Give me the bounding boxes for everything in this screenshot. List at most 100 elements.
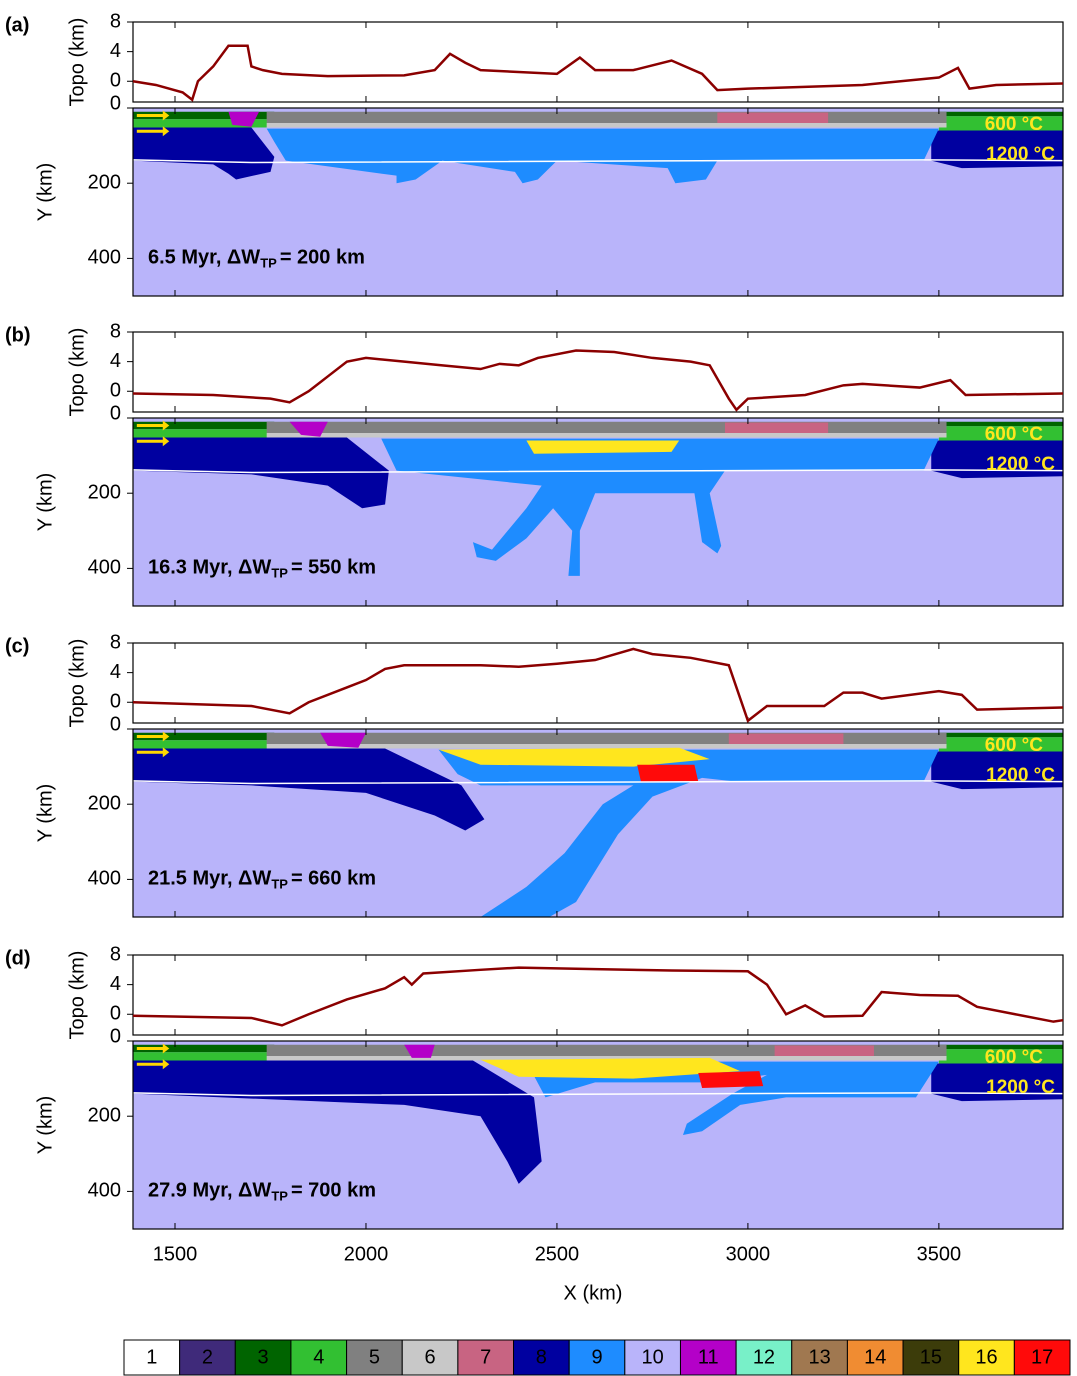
topo-frame [132, 331, 1064, 413]
layer [938, 116, 1063, 131]
legend-label: 4 [313, 1346, 324, 1368]
isotherm-label: 600 °C [985, 735, 1044, 756]
time: 16.3 Myr, ΔW [148, 557, 271, 579]
legend-label: 15 [920, 1346, 942, 1368]
layer [289, 421, 328, 437]
isotherm [133, 469, 1063, 474]
panel-label: (c) [5, 635, 29, 657]
layer [133, 740, 275, 749]
subscript: TP [271, 877, 288, 892]
y-tick-label: 4 [110, 350, 121, 372]
legend-swatch [290, 1339, 348, 1376]
isotherm-label: 600 °C [985, 114, 1044, 135]
layer [438, 747, 710, 767]
y-tick-label: 0 [110, 380, 121, 402]
layer [526, 440, 680, 454]
y-axis-label: Y (km) [34, 163, 56, 222]
y-axis-label: Topo (km) [66, 951, 88, 1040]
legend-label: 9 [591, 1346, 602, 1368]
legend-label: 11 [698, 1346, 719, 1368]
legend-swatch [624, 1339, 681, 1376]
y-tick-label: 0 [110, 92, 121, 114]
layer [480, 1057, 741, 1079]
layer [526, 1061, 939, 1135]
section-frame [132, 417, 1064, 607]
layer [728, 733, 844, 745]
layer [698, 1071, 764, 1088]
layer [133, 1044, 275, 1053]
legend-label: 16 [975, 1346, 997, 1368]
layer [931, 130, 1063, 169]
width: = 700 km [291, 1180, 376, 1202]
layer [438, 749, 939, 917]
y-tick-label: 8 [110, 631, 121, 653]
legend-swatch [679, 1339, 737, 1376]
time: 21.5 Myr, ΔW [148, 868, 271, 890]
layer [931, 751, 1063, 790]
panel-label: (b) [5, 324, 31, 346]
legend-swatch [568, 1339, 626, 1376]
arrow-head [162, 731, 170, 742]
layer [266, 1056, 947, 1061]
y-tick-label: 0 [110, 1003, 121, 1025]
panel-label: (a) [5, 14, 29, 36]
isotherm [133, 1092, 1063, 1097]
section-frame [132, 107, 1064, 297]
y-tick-label: 8 [110, 320, 121, 342]
y-tick-label: 8 [110, 10, 121, 32]
y-tick-label: 4 [110, 40, 121, 62]
layer [938, 737, 1063, 752]
topo-line [132, 647, 1064, 723]
y-tick-label: 400 [88, 868, 121, 890]
layer [381, 438, 939, 576]
arrow-head [162, 126, 170, 137]
layer [724, 422, 829, 434]
width: = 550 km [291, 557, 376, 579]
topo-line [132, 966, 1064, 1027]
time-annotation: 21.5 Myr, ΔWTP = 660 km [148, 868, 376, 892]
time-annotation: 6.5 Myr, ΔWTP = 200 km [148, 247, 365, 271]
legend-swatch [791, 1339, 848, 1376]
layer [938, 732, 1063, 738]
layer [266, 123, 947, 128]
cross-section [133, 729, 1063, 917]
legend-swatch [902, 1339, 960, 1376]
layer [133, 732, 275, 741]
arrow-head [162, 436, 170, 447]
layer [228, 111, 260, 127]
legend-label: 7 [480, 1346, 491, 1368]
arrow-head [162, 420, 170, 431]
legend-label: 17 [1031, 1346, 1053, 1368]
layer [774, 1045, 874, 1057]
layer [717, 112, 829, 124]
isotherm-label: 1200 °C [986, 454, 1055, 475]
layer [637, 764, 699, 782]
isotherm-label: 1200 °C [986, 144, 1055, 165]
topo-line [132, 349, 1064, 412]
layer [133, 421, 275, 430]
y-tick-label: 200 [88, 1104, 121, 1126]
legend-label: 8 [536, 1346, 547, 1368]
legend-swatch [735, 1339, 793, 1376]
legend-label: 6 [424, 1346, 435, 1368]
time-annotation: 16.3 Myr, ΔWTP = 550 km [148, 557, 376, 581]
legend-swatch [401, 1339, 459, 1376]
x-tick-label: 2500 [535, 1243, 580, 1265]
isotherm-label: 1200 °C [986, 1077, 1055, 1098]
legend-label: 1 [146, 1346, 157, 1368]
y-axis-label: Y (km) [34, 784, 56, 843]
section-frame [132, 1040, 1064, 1230]
layer [266, 421, 947, 434]
subscript: TP [271, 1189, 288, 1204]
isotherm [133, 780, 1063, 785]
x-tick-label: 2000 [344, 1243, 389, 1265]
y-tick-label: 200 [88, 171, 121, 193]
panel-label: (d) [5, 947, 31, 969]
layer [133, 429, 275, 438]
layer [931, 440, 1063, 479]
y-tick-label: 400 [88, 557, 121, 579]
cross-section [133, 418, 1063, 606]
legend-label: 2 [202, 1346, 213, 1368]
layer [938, 1044, 1063, 1050]
x-tick-label: 3500 [917, 1243, 962, 1265]
